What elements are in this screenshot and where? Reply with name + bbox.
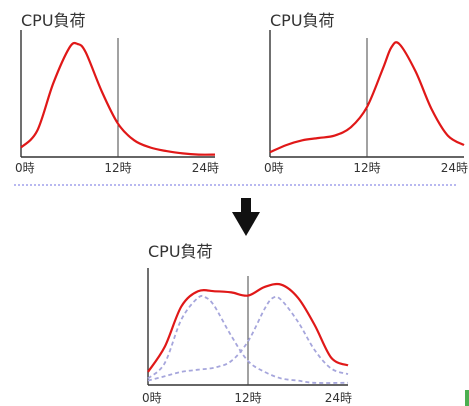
x-tick-label: 0時	[15, 161, 35, 175]
down-arrow-icon	[232, 198, 260, 236]
x-tick-label: 0時	[264, 161, 284, 175]
x-tick-label: 12時	[234, 391, 261, 405]
x-tick-label: 24時	[192, 161, 219, 175]
x-tick-label: 0時	[142, 391, 162, 405]
chart-title: CPU負荷	[270, 11, 335, 30]
x-tick-label: 12時	[353, 161, 380, 175]
chart-title: CPU負荷	[21, 11, 86, 30]
x-tick-label: 12時	[104, 161, 131, 175]
chart-title: CPU負荷	[148, 242, 213, 261]
chart-panel-afternoon: CPU負荷 0時 12時 24時	[264, 11, 468, 175]
x-tick-label: 24時	[441, 161, 468, 175]
corner-mark	[465, 390, 469, 406]
chart-panel-morning: CPU負荷 0時 12時 24時	[15, 11, 219, 175]
x-tick-label: 24時	[325, 391, 352, 405]
chart-panel-combined: CPU負荷 0時 12時 24時	[142, 242, 352, 405]
